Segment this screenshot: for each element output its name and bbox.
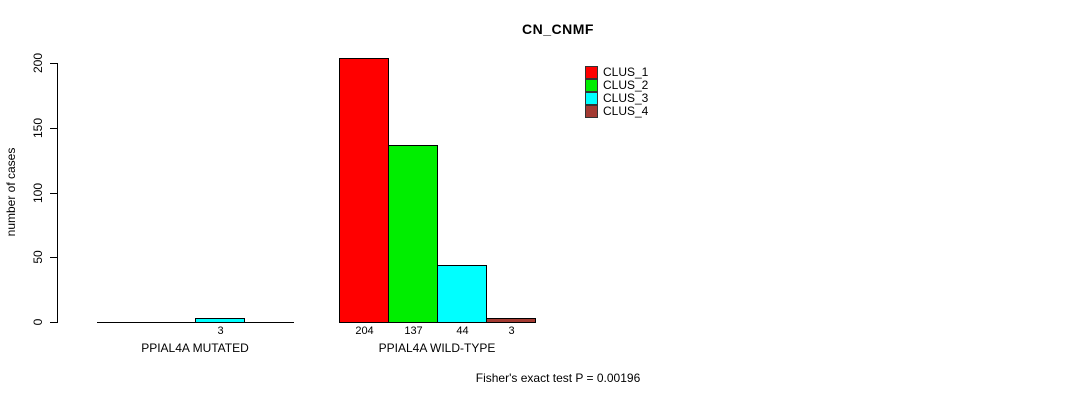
bar-value-label: 137 <box>404 325 423 337</box>
legend-item-clus_4: CLUS_4 <box>585 105 648 118</box>
y-axis-line <box>57 63 58 323</box>
legend-swatch-icon <box>585 66 598 79</box>
y-tick <box>50 193 57 194</box>
y-tick <box>50 322 57 323</box>
bar-CLUS_2 <box>388 145 438 323</box>
bar-CLUS_4 <box>486 318 536 323</box>
y-tick <box>50 128 57 129</box>
legend-item-clus_3: CLUS_3 <box>585 92 648 105</box>
y-tick-label: 200 <box>31 52 45 74</box>
bar-CLUS_3 <box>195 318 245 323</box>
legend-label: CLUS_4 <box>603 104 649 118</box>
y-tick-label: 150 <box>31 117 45 139</box>
y-tick-label: 50 <box>31 250 45 264</box>
x-category-label: PPIAL4A MUTATED <box>141 341 249 355</box>
y-tick-label: 0 <box>31 318 45 326</box>
bar-value-label: 3 <box>217 325 224 337</box>
legend-swatch-icon <box>585 105 598 118</box>
bar-value-label: 3 <box>508 325 515 337</box>
bar-CLUS_3 <box>437 265 487 323</box>
y-tick <box>50 63 57 64</box>
legend-label: CLUS_2 <box>603 78 649 92</box>
legend-swatch-icon <box>585 79 598 92</box>
y-tick-label: 100 <box>31 182 45 204</box>
bar-CLUS_1 <box>339 58 389 323</box>
y-tick <box>50 257 57 258</box>
legend-swatch-icon <box>585 92 598 105</box>
legend-label: CLUS_3 <box>603 91 649 105</box>
bar-value-label: 204 <box>355 325 374 337</box>
chart-title: CN_CNMF <box>522 21 594 37</box>
legend-item-clus_1: CLUS_1 <box>585 66 648 79</box>
bar-value-label: 44 <box>456 325 469 337</box>
legend-item-clus_2: CLUS_2 <box>585 79 648 92</box>
x-category-label: PPIAL4A WILD-TYPE <box>378 341 496 355</box>
legend: CLUS_1 CLUS_2 CLUS_3 CLUS_4 <box>585 66 648 118</box>
fisher-test-note: Fisher's exact test P = 0.00196 <box>475 371 641 385</box>
legend-label: CLUS_1 <box>603 65 649 79</box>
